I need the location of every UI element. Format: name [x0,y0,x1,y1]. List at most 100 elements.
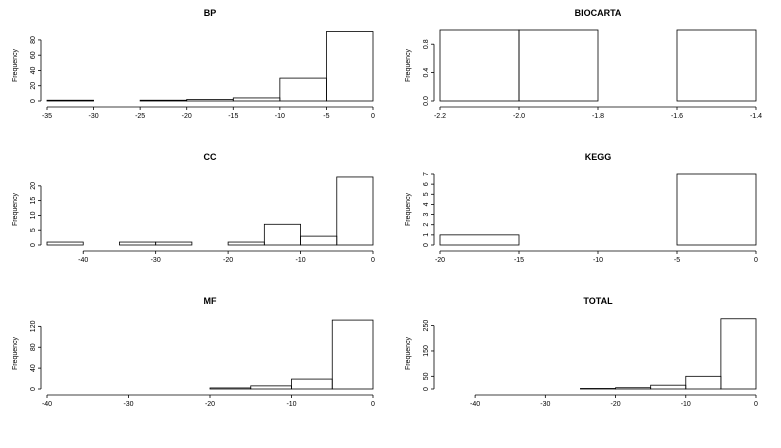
x-tick-label: -30 [123,401,133,408]
bar [676,173,757,246]
y-axis-label: Frequency [405,48,412,82]
y-tick-label: 3 [423,213,430,217]
x-tick-label: -1.4 [750,113,762,120]
x-tick-label: -5 [323,113,329,120]
y-tick-label: 10 [30,211,37,219]
x-tick-label: 0 [371,113,375,120]
y-axis-label: Frequency [405,336,412,370]
y-tick-label: 80 [30,36,37,44]
bar [291,378,333,390]
chart-title: TOTAL [583,296,613,306]
x-tick-label: -2.2 [434,113,446,120]
x-tick-label: 0 [371,401,375,408]
bar [155,241,193,246]
chart-title: BIOCARTA [575,8,622,18]
x-tick-label: -10 [275,113,285,120]
x-tick-label: -30 [89,113,99,120]
x-tick-label: -10 [295,257,305,264]
bar [46,99,94,102]
x-tick-label: -20 [435,257,445,264]
y-tick-label: 7 [423,172,430,176]
bar [186,99,234,102]
bar [227,241,265,246]
x-tick-label: -15 [514,257,524,264]
y-tick-label: 0.4 [423,68,430,78]
bar [46,241,84,246]
y-tick-label: 2 [423,223,430,227]
y-tick-label: 250 [423,320,430,332]
y-tick-label: 0 [423,243,430,247]
y-tick-label: 40 [30,364,37,372]
x-tick-label: -10 [681,401,691,408]
y-tick-label: 80 [30,343,37,351]
bar [650,384,687,390]
x-tick-label: -10 [593,257,603,264]
y-tick-label: 0 [30,99,37,103]
x-tick-label: -5 [674,257,680,264]
y-tick-label: 15 [30,197,37,205]
chart-title: MF [204,296,217,306]
y-tick-label: 0 [30,387,37,391]
bar [676,29,757,102]
bar [263,223,301,246]
chart-title: KEGG [585,152,612,162]
y-tick-label: 20 [30,182,37,190]
bar [209,387,252,390]
x-tick-label: -30 [540,401,550,408]
x-tick-label: -40 [470,401,480,408]
y-tick-label: 20 [30,82,37,90]
bar [336,176,374,246]
bar [720,318,757,390]
x-tick-label: -15 [228,113,238,120]
x-tick-label: -2.0 [513,113,525,120]
chart-title: BP [204,8,217,18]
bar [232,97,281,102]
x-tick-label: -1.8 [592,113,604,120]
bar [439,234,520,246]
chart-title: CC [204,152,217,162]
x-tick-label: -20 [223,257,233,264]
bar [580,388,616,390]
x-tick-label: -35 [42,113,52,120]
bar [439,29,520,102]
y-tick-label: 5 [30,228,37,232]
x-tick-label: -1.6 [671,113,683,120]
bar [326,31,374,102]
bar [119,241,157,246]
bar [518,29,599,102]
y-tick-label: 50 [423,372,430,380]
bar [139,99,188,102]
x-tick-label: -20 [182,113,192,120]
y-tick-label: 0 [30,243,37,247]
bar [331,319,374,390]
x-tick-label: -40 [42,401,52,408]
y-axis-label: Frequency [12,192,19,226]
y-tick-label: 40 [30,66,37,74]
y-axis-label: Frequency [405,192,412,226]
x-tick-label: -20 [610,401,620,408]
y-axis-label: Frequency [12,48,19,82]
y-tick-label: 5 [423,192,430,196]
y-tick-label: 6 [423,182,430,186]
x-tick-label: 0 [754,257,758,264]
bar [300,235,338,246]
x-tick-label: 0 [371,257,375,264]
y-tick-label: 1 [423,233,430,237]
y-tick-label: 0.0 [423,96,430,106]
y-axis-label: Frequency [12,336,19,370]
y-tick-label: 150 [423,345,430,357]
bar [615,387,652,390]
y-tick-label: 0.8 [423,39,430,49]
x-tick-label: -40 [78,257,88,264]
y-tick-label: 120 [30,320,37,332]
x-tick-label: -25 [135,113,145,120]
y-tick-label: 0 [423,387,430,391]
y-tick-label: 60 [30,51,37,59]
bar [250,385,292,390]
bar [685,375,722,390]
x-tick-label: -20 [205,401,215,408]
y-tick-label: 4 [423,202,430,206]
x-tick-label: 0 [754,401,758,408]
x-tick-label: -10 [286,401,296,408]
